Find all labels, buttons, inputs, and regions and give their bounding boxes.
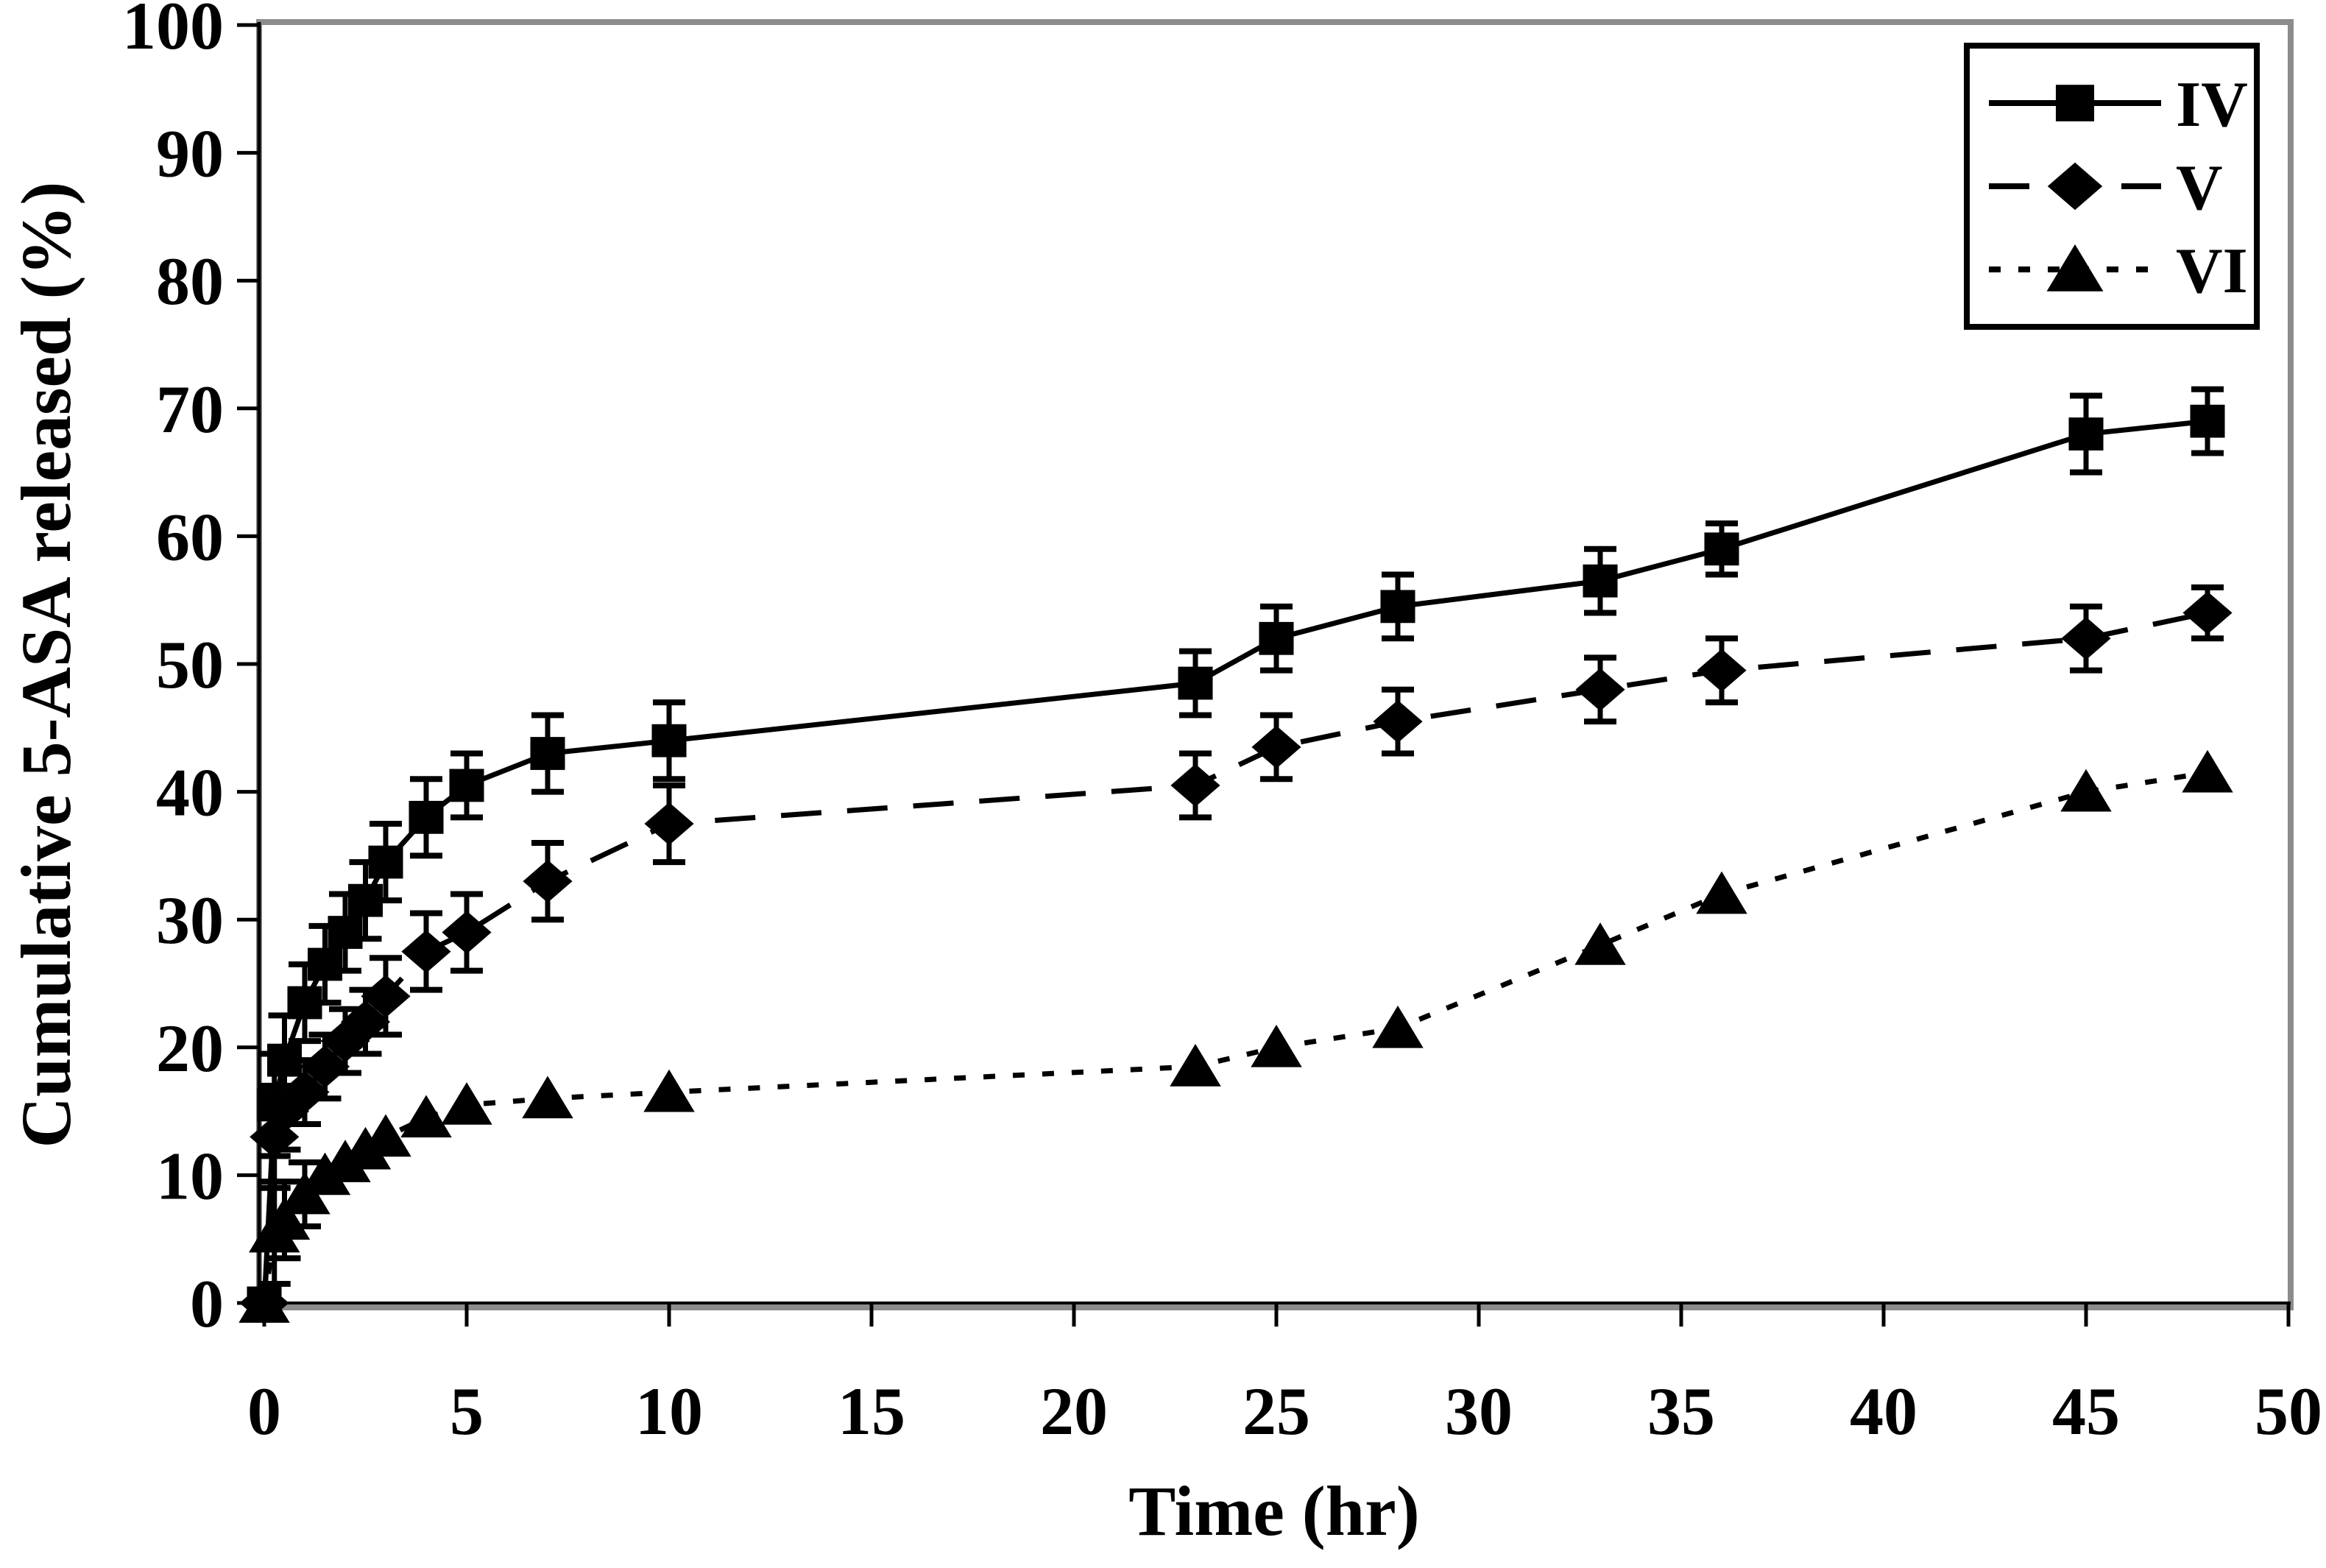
- axis-ticks: 0 10 20 30 40 50 60 70 80 90 100 0 5 10 15 20 25 30 35 40 45…: [122, 0, 2322, 1449]
- x-tick-label: 30: [1445, 1374, 1513, 1449]
- diamond-marker: [361, 975, 411, 1018]
- square-marker: [347, 883, 383, 917]
- square-marker: [328, 916, 363, 949]
- triangle-marker: [643, 1069, 695, 1112]
- diamond-marker: [2047, 162, 2103, 211]
- diamond-marker: [523, 860, 573, 903]
- x-tick-label: 45: [2052, 1374, 2120, 1449]
- triangle-marker: [1372, 1005, 1424, 1048]
- diamond-marker: [1251, 725, 1301, 769]
- y-axis-title: Cumulative 5-ASA released (%): [7, 182, 85, 1148]
- square-marker: [2190, 404, 2225, 438]
- legend-label: V: [2176, 152, 2223, 224]
- square-marker: [2055, 85, 2095, 121]
- y-tick-label: 20: [156, 1011, 224, 1086]
- triangle-marker: [1574, 922, 1626, 965]
- y-tick-label: 30: [156, 883, 224, 958]
- legend-item-V: V: [1989, 152, 2223, 224]
- diamond-marker: [1373, 700, 1423, 744]
- x-axis-title: Time (hr): [1128, 1472, 1419, 1550]
- x-tick-label: 15: [838, 1374, 905, 1449]
- legend-label: IV: [2176, 69, 2248, 141]
- legend: IV V VI: [1964, 43, 2260, 330]
- triangle-marker: [2060, 769, 2112, 812]
- data-series: [238, 386, 2233, 1325]
- square-marker: [287, 986, 322, 1020]
- x-tick-label: 5: [450, 1374, 484, 1449]
- triangle-marker: [441, 1082, 492, 1125]
- triangle-marker: [400, 1095, 452, 1138]
- diamond-marker: [2061, 617, 2111, 660]
- x-tick-label: 35: [1647, 1374, 1715, 1449]
- square-marker: [257, 1088, 292, 1122]
- x-tick-label: 10: [635, 1374, 703, 1449]
- square-marker: [1259, 621, 1294, 655]
- x-tick-label: 20: [1040, 1374, 1108, 1449]
- y-tick-label: 40: [156, 755, 224, 830]
- y-tick-label: 50: [156, 627, 224, 702]
- square-marker: [449, 769, 484, 802]
- square-marker: [2068, 417, 2104, 451]
- triangle-marker: [1251, 1025, 1302, 1067]
- diamond-marker: [2182, 591, 2233, 635]
- series-IV: [247, 386, 2225, 1320]
- square-marker: [368, 845, 403, 879]
- triangle-marker: [1696, 871, 1747, 914]
- diamond-marker: [644, 802, 694, 846]
- y-tick-label: 10: [156, 1138, 224, 1213]
- diamond-marker: [300, 1045, 350, 1088]
- x-tick-label: 40: [1850, 1374, 1917, 1449]
- square-marker: [1178, 666, 1213, 700]
- diamond-marker: [1170, 763, 1220, 808]
- triangle-marker: [360, 1114, 411, 1157]
- y-tick-label: 80: [156, 244, 224, 319]
- diamond-marker: [1697, 649, 1747, 692]
- square-marker: [1583, 564, 1618, 598]
- y-tick-label: 90: [156, 116, 224, 191]
- triangle-marker: [258, 1197, 311, 1240]
- y-tick-label: 0: [190, 1266, 224, 1341]
- square-marker: [307, 947, 343, 981]
- square-marker: [247, 1286, 282, 1320]
- legend-item-VI: VI: [1989, 236, 2248, 307]
- square-marker: [409, 800, 444, 834]
- legend-item-IV: IV: [1989, 69, 2248, 141]
- diamond-marker: [401, 930, 451, 973]
- triangle-marker: [1170, 1044, 1221, 1087]
- x-tick-label: 0: [247, 1374, 281, 1449]
- triangle-marker: [522, 1076, 573, 1119]
- square-marker: [651, 724, 687, 757]
- y-tick-label: 100: [122, 0, 224, 63]
- square-marker: [530, 737, 565, 770]
- diamond-marker: [442, 911, 492, 954]
- x-tick-label: 25: [1242, 1374, 1310, 1449]
- x-tick-label: 50: [2255, 1374, 2322, 1449]
- triangle-marker: [2046, 244, 2104, 292]
- y-tick-label: 70: [156, 372, 224, 447]
- square-marker: [1704, 532, 1739, 566]
- y-tick-label: 60: [156, 499, 224, 574]
- square-marker: [1380, 590, 1415, 624]
- diamond-marker: [1575, 668, 1625, 711]
- square-marker: [266, 1043, 303, 1077]
- legend-label: VI: [2176, 236, 2248, 307]
- triangle-marker: [2182, 749, 2233, 793]
- diamond-marker: [340, 1000, 391, 1044]
